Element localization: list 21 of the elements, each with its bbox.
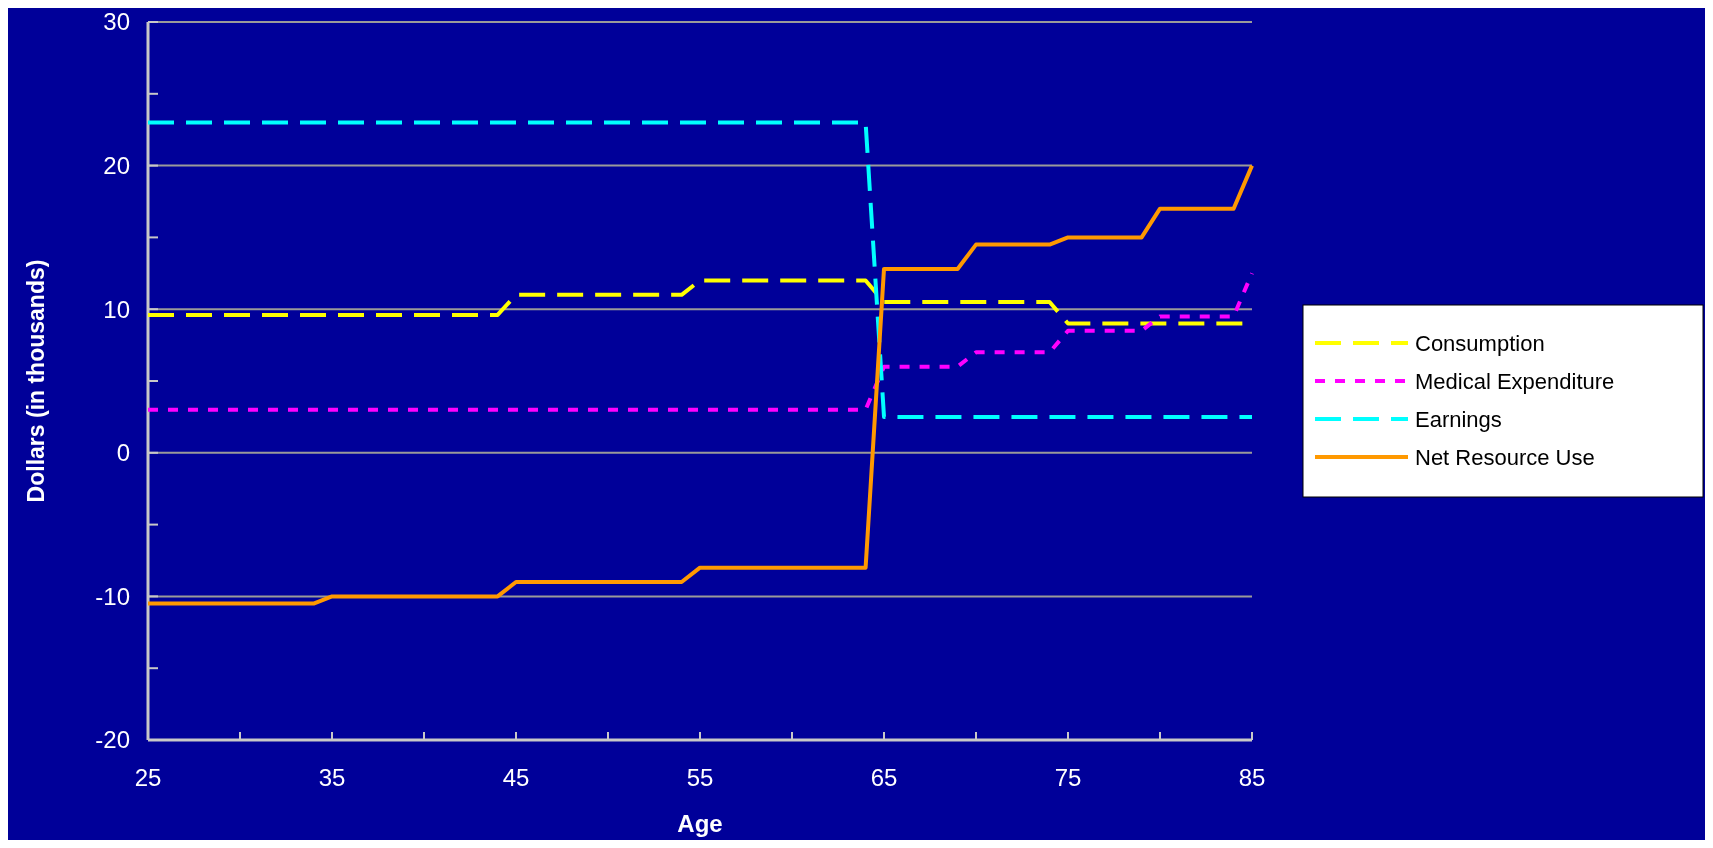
line-series bbox=[146, 163, 1254, 606]
x-tick-label: 85 bbox=[1238, 764, 1266, 791]
x-tick-label: 25 bbox=[134, 764, 162, 791]
legend-label: Earnings bbox=[1415, 406, 1502, 432]
y-tick-label: 20 bbox=[103, 152, 130, 179]
y-tick-label: -20 bbox=[95, 726, 130, 754]
y-tick-label: 10 bbox=[103, 295, 130, 323]
x-axis-title: Age bbox=[677, 810, 723, 837]
y-tick-label: -10 bbox=[95, 582, 130, 610]
legend-label: Net Resource Use bbox=[1415, 444, 1595, 470]
x-tick-label: 65 bbox=[870, 764, 898, 791]
x-tick-label: 35 bbox=[318, 764, 346, 791]
x-tick-label: 55 bbox=[686, 764, 714, 791]
y-tick-label: 0 bbox=[116, 439, 130, 467]
legend-label: Consumption bbox=[1415, 330, 1545, 356]
x-tick-label: 45 bbox=[502, 764, 530, 791]
line-series bbox=[146, 271, 1254, 412]
y-axis-title: Dollars (in thousands) bbox=[23, 259, 49, 503]
x-tick-label: 75 bbox=[1054, 764, 1082, 791]
y-tick-label: 30 bbox=[103, 8, 130, 36]
legend-label: Medical Expenditure bbox=[1415, 368, 1615, 394]
